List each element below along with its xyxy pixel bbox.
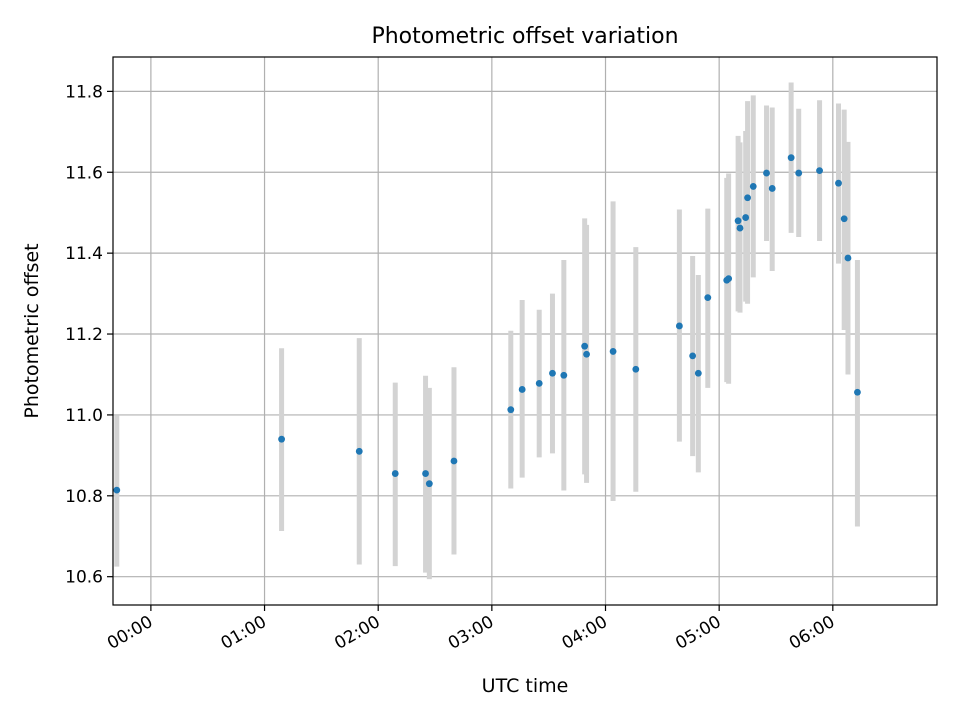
y-axis-ticks: 10.6 10.8 11.0 11.2 11.4 11.6 11.8 — [65, 82, 113, 588]
data-point — [689, 352, 697, 360]
data-point — [507, 406, 515, 414]
data-point — [749, 183, 757, 190]
data-point — [742, 214, 750, 221]
y-tick-label: 11.6 — [65, 163, 103, 183]
data-point — [278, 435, 285, 443]
data-point — [391, 470, 399, 477]
data-point — [560, 371, 568, 379]
data-point — [632, 365, 640, 373]
data-point — [355, 447, 363, 455]
data-point — [425, 480, 433, 488]
data-point — [854, 388, 861, 396]
data-point — [422, 470, 429, 477]
data-point — [518, 386, 526, 393]
data-point — [609, 348, 617, 355]
data-points — [113, 154, 861, 494]
data-point — [583, 350, 590, 358]
y-tick-label: 10.8 — [65, 487, 103, 507]
y-tick-label: 10.6 — [65, 568, 103, 588]
data-point — [549, 369, 556, 377]
data-point — [113, 486, 121, 494]
x-axis-label: UTC time — [482, 675, 569, 697]
y-axis-label: Photometric offset — [21, 243, 43, 418]
plot-frame — [112, 56, 938, 606]
data-point — [787, 154, 795, 162]
data-point — [725, 275, 733, 283]
data-point — [840, 215, 848, 223]
y-tick-label: 11.0 — [65, 406, 103, 426]
y-tick-label: 11.8 — [65, 82, 103, 102]
data-point — [675, 322, 683, 330]
data-point — [768, 185, 776, 192]
data-point — [795, 169, 803, 177]
data-point — [535, 379, 543, 387]
data-point — [694, 369, 702, 377]
data-point — [734, 217, 742, 225]
data-point — [736, 224, 744, 232]
data-point — [704, 294, 712, 302]
data-point — [763, 169, 770, 177]
chart-title: Photometric offset variation — [371, 24, 678, 49]
data-point — [581, 342, 589, 350]
y-tick-label: 11.2 — [65, 325, 103, 345]
data-point — [450, 457, 458, 465]
data-point — [844, 254, 852, 262]
data-point — [744, 194, 751, 202]
data-point — [835, 179, 842, 187]
y-tick-label: 11.4 — [65, 244, 103, 264]
data-point — [816, 167, 823, 175]
